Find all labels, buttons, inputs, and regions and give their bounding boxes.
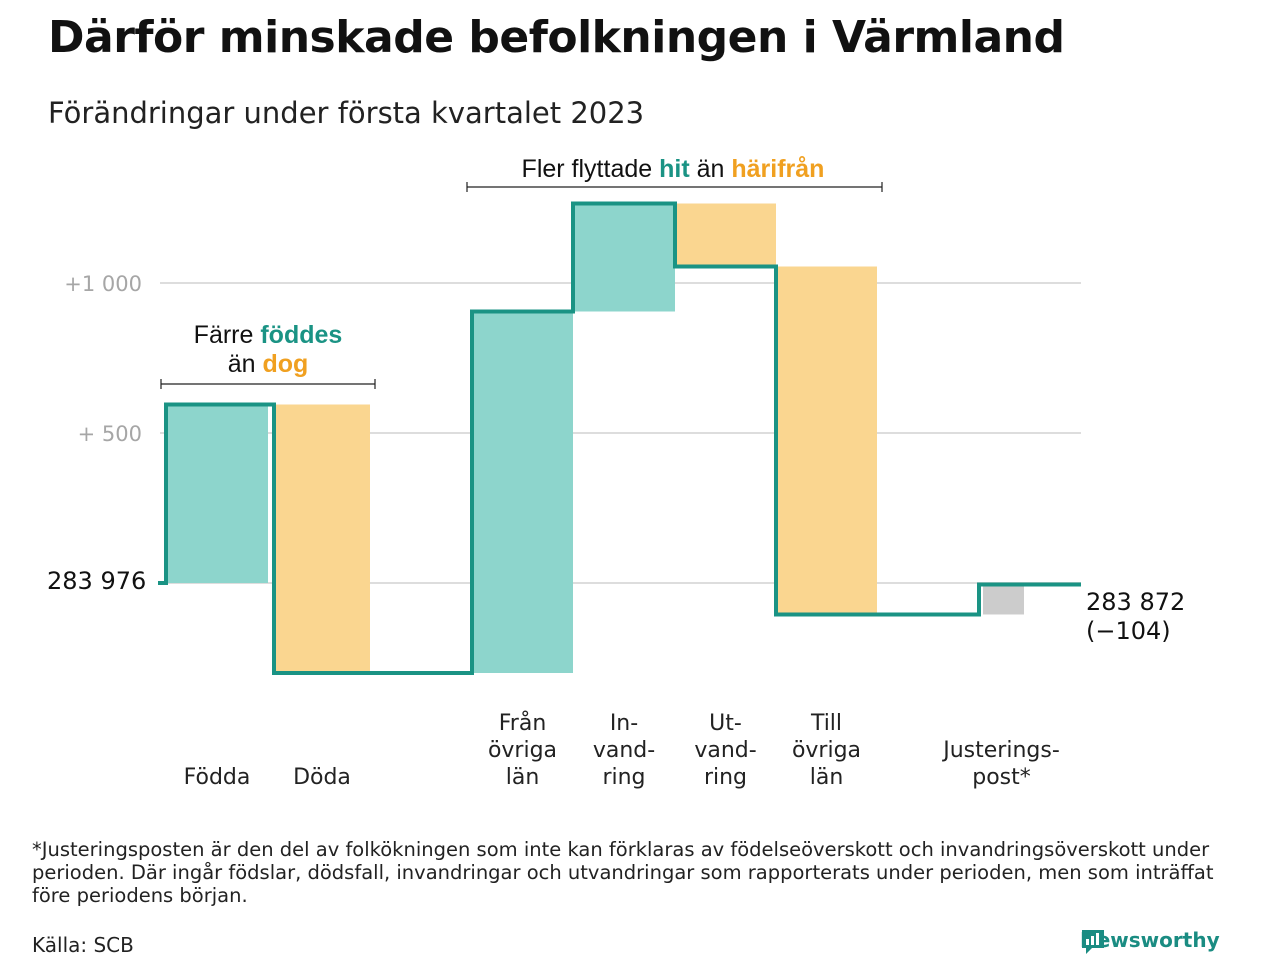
source-label: Källa: SCB <box>32 933 134 957</box>
waterfall-chart: + 500+1 000 Födda DödaFrånövrigalänIn-van… <box>47 155 1185 790</box>
category-label: ring <box>704 765 747 790</box>
bar-step-2 <box>274 404 370 673</box>
bar-step-4 <box>573 203 675 312</box>
category-label: övriga <box>792 738 861 763</box>
bar-step-7 <box>983 584 1024 615</box>
y-ticks: + 500 +1 000 <box>64 272 142 446</box>
category-label: län <box>810 765 844 790</box>
bar-step-1 <box>166 404 268 583</box>
bars <box>166 203 1024 673</box>
cumulative-line <box>158 201 1081 675</box>
category-label: Födda <box>184 765 251 790</box>
category-label: övriga <box>488 738 557 763</box>
category-label: Till <box>810 711 842 736</box>
bar-step-5 <box>675 203 776 267</box>
annotation-births-line1: Färre föddes <box>194 321 343 349</box>
category-label: ring <box>602 765 645 790</box>
footnote: *Justeringsposten är den del av folkökni… <box>32 838 1214 907</box>
y-tick-label: +1 000 <box>64 272 142 296</box>
category-labels: Födda DödaFrånövrigalänIn-vand-ringUt-van… <box>184 710 1060 790</box>
start-value-label: 283 976 <box>47 567 146 595</box>
end-value-label: 283 872 <box>1086 588 1185 616</box>
y-tick-label: + 500 <box>78 422 142 446</box>
category-label: Döda <box>293 765 351 790</box>
end-change-label: (−104) <box>1086 617 1171 645</box>
category-label: In- <box>610 711 638 736</box>
category-label: län <box>506 765 540 790</box>
bar-step-3 <box>472 311 573 673</box>
annotation-migration: Fler flyttade hit än härifrån <box>522 155 825 183</box>
bar-step-6 <box>776 266 877 615</box>
chart-title: Därför minskade befolkningen i Värmland <box>48 12 1065 63</box>
connector-line <box>158 201 1081 675</box>
category-label: Ut- <box>709 711 742 736</box>
annotation-births-line2: än dog <box>228 350 309 378</box>
category-label: Från <box>499 710 547 736</box>
category-label: post* <box>972 765 1031 790</box>
newsworthy-logo-icon <box>1082 930 1104 954</box>
chart-subtitle: Förändringar under första kvartalet 2023 <box>48 96 645 130</box>
category-label: vand- <box>694 738 756 763</box>
category-label: vand- <box>593 738 655 763</box>
brand: Newsworthy <box>1080 928 1220 954</box>
category-label: Justerings- <box>941 738 1060 763</box>
